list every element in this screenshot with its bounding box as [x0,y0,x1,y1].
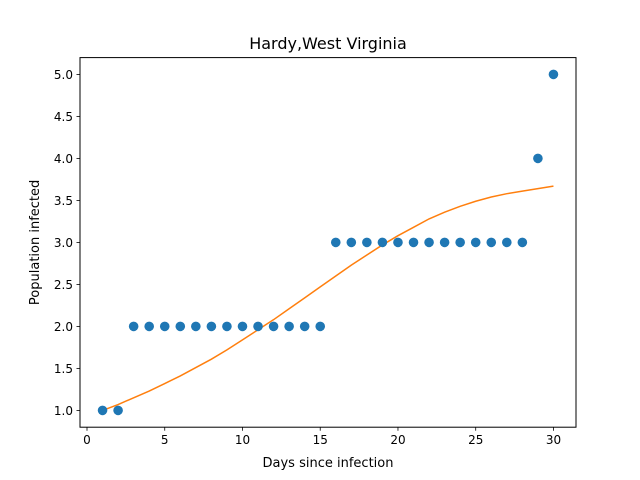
plot-area: 0 5 10 15 20 25 30 1.0 1.5 2.0 2.5 3.0 3.5 4.0 4.5 5.0 [54,68,561,447]
data-point [159,321,170,332]
x-axis-label: Days since infection [263,456,394,471]
data-point [175,321,186,332]
x-tick-label: 0 [83,433,91,447]
data-point [424,237,434,248]
data-point [315,321,326,332]
data-point [346,237,357,248]
data-point [548,69,559,80]
data-point [486,237,497,248]
data-point [237,321,248,332]
y-tick-label: 2.0 [54,320,73,334]
y-axis-label: Population infected [28,180,43,305]
x-tick-label: 10 [235,433,250,447]
data-point [97,405,108,416]
x-tick-label: 15 [313,433,328,447]
y-tick-label: 1.5 [54,362,73,376]
y-tick-label: 3.5 [54,194,73,208]
data-point [517,237,528,248]
data-point [439,237,450,248]
y-tick-label: 1.0 [54,404,73,418]
data-point [144,321,154,332]
x-tick-label: 25 [468,433,483,447]
data-point [113,405,123,416]
data-point [206,321,217,332]
x-tick-label: 20 [390,433,405,447]
chart-title: Hardy,West Virginia [249,34,407,53]
data-point [362,237,372,248]
y-tick-label: 4.0 [54,152,73,166]
y-tick-label: 4.5 [54,110,73,124]
data-point [393,237,403,248]
data-point [455,237,465,248]
data-point [377,237,388,248]
data-point [222,321,232,332]
y-tick-label: 2.5 [54,278,73,292]
x-tick-label: 5 [161,433,169,447]
data-point [299,321,310,332]
data-point [408,237,419,248]
data-point [284,321,294,332]
data-point [502,237,512,248]
y-tick-label: 3.0 [54,236,73,250]
data-point [470,237,481,248]
y-tick-label: 5.0 [54,68,73,82]
data-point [128,321,139,332]
data-point [268,321,279,332]
data-point [330,237,341,248]
axes-frame [79,57,577,428]
data-point [533,153,543,164]
x-tick-label: 30 [546,433,561,447]
data-point [253,321,263,332]
fit-curve-line [102,185,554,412]
data-point [191,321,201,332]
